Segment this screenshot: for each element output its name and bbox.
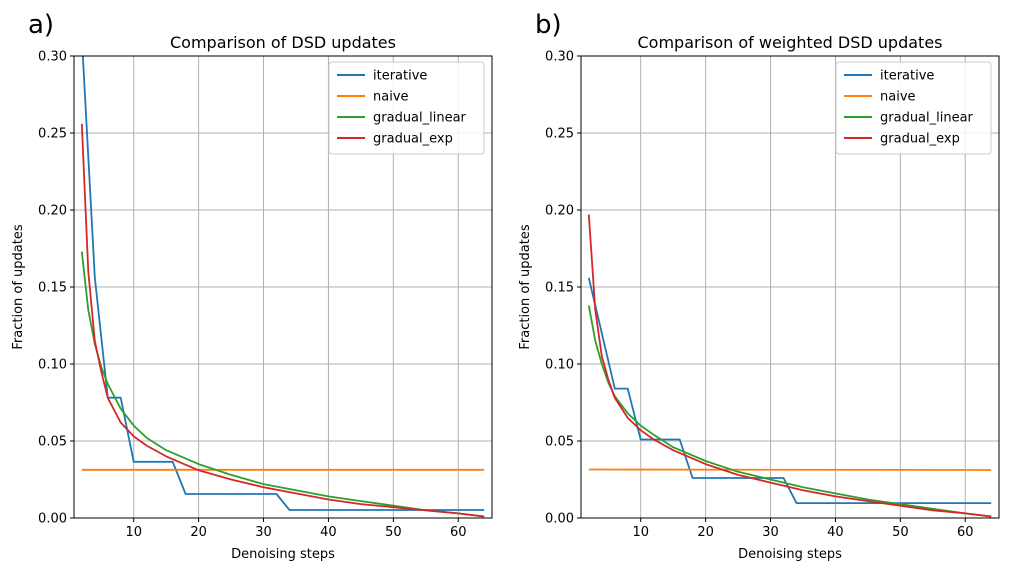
y-tick-label: 0.10 [38,358,67,373]
series-line-gradual-linear [80,251,485,518]
x-tick-label: 40 [827,525,844,540]
legend-entry: gradual_linear [373,111,467,126]
y-tick-label: 0.20 [545,204,574,219]
y-tick-label: 0.05 [545,435,574,450]
x-tick-label: 10 [125,525,142,540]
legend-entry: naive [373,90,409,105]
legend-box [835,61,992,155]
chart-title: Comparison of weighted DSD updates [637,33,942,52]
y-tick-label: 0.30 [545,50,574,65]
y-tick-label: 0.30 [38,50,67,65]
y-tick-label: 0.00 [38,512,67,527]
legend-entry: naive [880,90,916,105]
x-tick-label: 50 [892,525,909,540]
x-tick-label: 30 [762,525,779,540]
x-axis-label: Denoising steps [738,547,842,562]
legend: iterative naive gradual_linear gradual_exp [835,61,992,155]
series-line-gradual-exp [80,123,485,518]
chart-title: Comparison of DSD updates [170,33,396,52]
x-tick-label: 30 [255,525,272,540]
series-line-gradual-exp [587,214,992,518]
series-line-gradual-linear [587,305,992,518]
legend-entry: gradual_exp [373,132,453,147]
x-tick-label: 50 [385,525,402,540]
y-tick-label: 0.20 [38,204,67,219]
x-tick-label: 20 [190,525,207,540]
chart-panel-b: b) Comparison of weighted DSD updates 10 20… [518,10,1000,562]
plot-frame [580,55,1000,519]
legend-entry: gradual_exp [880,132,960,147]
legend-entry: iterative [373,69,427,84]
series-line-iterative [81,56,485,511]
x-tick-label: 60 [957,525,974,540]
y-axis-label: Fraction of updates [11,224,26,349]
plot-frame [73,55,493,519]
x-tick-label: 40 [320,525,337,540]
panel-label: a) [28,10,54,40]
x-tick-label: 60 [450,525,467,540]
x-tick-label: 10 [632,525,649,540]
y-axis-label: Fraction of updates [518,224,533,349]
y-tick-label: 0.25 [545,127,574,142]
chart-panel-a: a) Comparison of DSD updates 10 20 30 40 50 60 0… [11,10,493,562]
legend-box [328,61,485,155]
y-tick-label: 0.25 [38,127,67,142]
x-axis-label: Denoising steps [231,547,335,562]
legend-entry: iterative [880,69,934,84]
y-tick-label: 0.15 [545,281,574,296]
panel-label: b) [535,10,562,40]
y-tick-label: 0.05 [38,435,67,450]
series-line-naive [588,468,992,471]
y-tick-label: 0.00 [545,512,574,527]
legend: iterative naive gradual_linear gradual_exp [328,61,485,155]
legend-entry: gradual_linear [880,111,974,126]
y-tick-label: 0.15 [38,281,67,296]
y-tick-label: 0.10 [545,358,574,373]
x-tick-label: 20 [697,525,714,540]
